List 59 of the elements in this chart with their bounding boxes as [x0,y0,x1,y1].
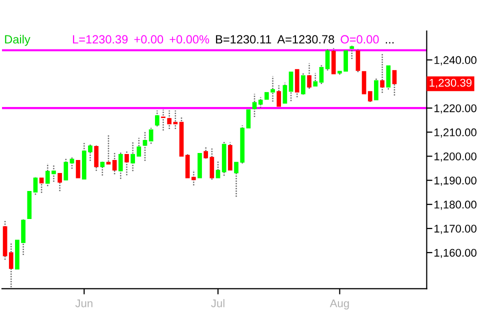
annotation: L=1230.39 [73,35,128,44]
candlestick [106,134,111,165]
x-tick-label: Jun [75,300,92,308]
x-tick-label: Jul [211,299,224,308]
text: 1,230.39 [430,78,472,88]
candlestick [100,160,105,176]
annotation: +0.00% [170,35,210,44]
chart-title: Daily [5,34,30,46]
candlestick [380,53,384,94]
candlestick [154,110,160,127]
candlestick [319,63,324,85]
candlestick [294,68,300,98]
candlestick [58,172,62,192]
y-tick-label: 1,190.00 [434,176,476,186]
candlestick [350,45,354,60]
y-tick-label: 1,210.00 [434,128,476,138]
candlestick [94,144,98,172]
candlestick [331,47,336,74]
candlestick [282,82,288,104]
candlestick [216,160,220,179]
candlestick [392,70,397,96]
annotation: ... [386,42,394,44]
candlestick [161,109,166,132]
candlestick [356,48,360,73]
candlestick [64,158,68,181]
candlestick [124,150,129,176]
annotation: A=1230.78 [277,35,334,44]
candlestick [276,84,282,108]
candlestick [76,160,80,178]
y-tick-label: 1,180.00 [434,200,476,210]
y-tick-label: 1,170.00 [434,224,476,234]
annotation: B=1230.11 [216,35,272,44]
candlestick [246,109,251,128]
candlestick [386,65,391,90]
candlestick [70,156,74,170]
candlestick [313,72,318,87]
y-tick-label: 1,160.00 [434,248,476,258]
candlestick [362,71,366,94]
candlestick [368,90,372,103]
candlestick [39,177,44,194]
candlestick [8,242,14,288]
x-tick-label: Aug [330,300,349,310]
candlestick [301,72,306,96]
candlestick [118,151,123,180]
candlestick [258,96,263,108]
candlestick [142,131,148,162]
candlestick [307,62,312,90]
candlestick [148,127,154,144]
candlestick [112,151,117,175]
y-tick-label: 1,240.00 [434,56,476,66]
annotation: +0.00 [134,35,164,44]
y-tick-label: 1,200.00 [434,152,476,162]
candlestick [325,47,330,72]
candlestick [288,71,294,102]
candlestick [252,93,257,118]
candlestick [374,78,378,101]
y-tick-label: 1,220.00 [434,104,476,114]
candlestick [33,176,38,196]
annotation: O=0.00 [340,35,379,44]
